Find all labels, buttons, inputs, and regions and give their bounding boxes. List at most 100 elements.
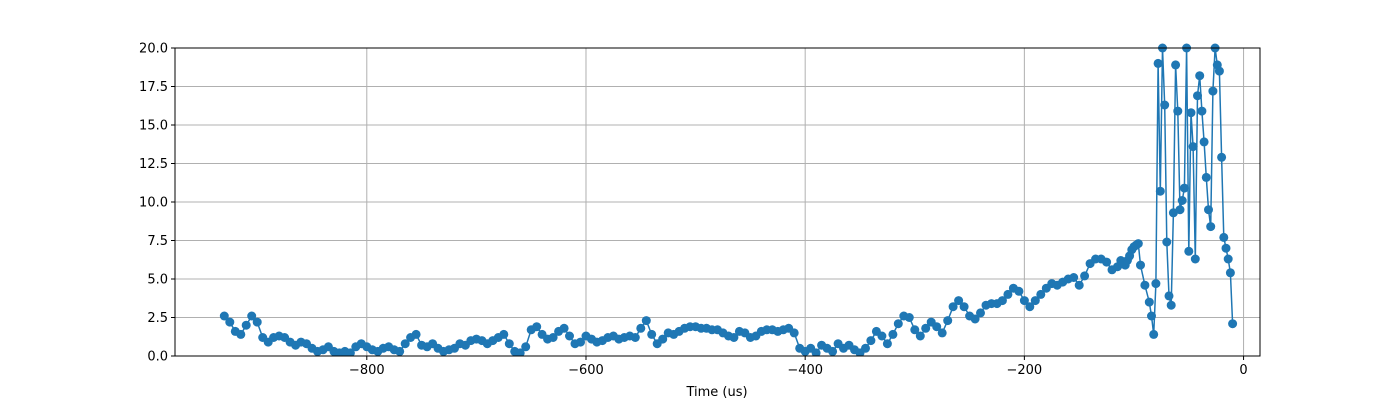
data-point xyxy=(954,296,964,306)
data-point xyxy=(1025,302,1035,312)
data-point xyxy=(345,348,355,356)
y-tick-label: 5.0 xyxy=(147,273,168,288)
x-tick-label: −400 xyxy=(787,363,823,378)
data-point xyxy=(225,317,235,327)
data-point xyxy=(1140,280,1150,290)
data-point xyxy=(219,311,229,321)
data-point xyxy=(948,302,958,312)
data-point xyxy=(630,333,640,342)
data-point xyxy=(1019,296,1029,306)
data-point xyxy=(1080,271,1090,281)
y-tick-label: 12.5 xyxy=(139,157,168,172)
data-point xyxy=(1188,142,1198,152)
data-point xyxy=(921,323,931,333)
data-point xyxy=(1219,232,1229,242)
data-point xyxy=(1014,286,1024,296)
data-point xyxy=(252,317,262,327)
y-tick-label: 20.0 xyxy=(139,42,168,57)
x-axis-ticks: −800 −600 −400 −200 0 xyxy=(349,356,1248,378)
data-point xyxy=(247,311,257,321)
data-point xyxy=(395,346,405,356)
x-tick-label: −800 xyxy=(349,363,385,378)
data-point xyxy=(1003,289,1013,299)
data-point xyxy=(1204,205,1213,215)
data-point xyxy=(1144,297,1154,307)
x-tick-label: −200 xyxy=(1007,363,1043,378)
data-point xyxy=(1223,254,1233,264)
data-point xyxy=(1151,279,1161,289)
data-point xyxy=(910,325,920,335)
data-point xyxy=(499,329,509,339)
data-point xyxy=(1217,152,1227,162)
data-point xyxy=(997,296,1007,306)
data-point xyxy=(1221,243,1231,253)
series-group xyxy=(219,43,1238,356)
data-point xyxy=(937,328,947,338)
data-point xyxy=(1153,58,1163,68)
x-axis-label: Time (us) xyxy=(685,385,747,400)
data-point xyxy=(729,333,739,342)
data-point xyxy=(411,329,421,339)
data-point xyxy=(1208,86,1218,96)
data-point xyxy=(1190,254,1200,264)
data-point xyxy=(1184,246,1194,256)
y-tick-label: 17.5 xyxy=(139,80,168,95)
y-axis-ticks: 0.0 2.5 5.0 7.5 10.0 12.5 15.0 17.5 20.0 xyxy=(139,42,175,365)
data-point xyxy=(959,302,969,312)
data-point xyxy=(1036,289,1046,299)
data-point xyxy=(548,333,558,342)
data-point xyxy=(1147,311,1156,321)
y-tick-label: 15.0 xyxy=(139,119,168,134)
data-point xyxy=(504,339,514,349)
data-point xyxy=(1171,60,1181,70)
data-point xyxy=(1102,257,1112,267)
data-point xyxy=(1225,268,1235,278)
data-point xyxy=(1030,296,1040,306)
y-tick-label: 0.0 xyxy=(147,350,168,365)
data-point xyxy=(1136,260,1145,270)
x-tick-label: −600 xyxy=(568,363,604,378)
data-point xyxy=(877,331,887,341)
data-point xyxy=(1214,66,1224,76)
y-tick-label: 10.0 xyxy=(139,196,168,211)
data-point xyxy=(658,334,668,344)
data-point xyxy=(1133,239,1143,249)
data-point xyxy=(1160,100,1170,110)
data-point xyxy=(1197,106,1207,116)
data-point xyxy=(932,322,942,332)
data-point xyxy=(882,339,892,349)
data-point xyxy=(789,328,799,338)
data-point xyxy=(1206,222,1216,232)
data-point xyxy=(565,331,574,341)
data-point xyxy=(1155,186,1165,196)
data-point xyxy=(970,314,980,324)
data-point xyxy=(641,316,651,326)
data-point xyxy=(521,342,531,352)
data-point xyxy=(1186,108,1196,118)
data-point xyxy=(976,308,985,318)
data-point xyxy=(915,331,925,341)
data-point xyxy=(1177,196,1187,205)
data-point xyxy=(1195,71,1205,81)
data-point xyxy=(1193,91,1202,101)
data-point xyxy=(1164,291,1174,301)
data-point xyxy=(811,348,821,356)
data-point xyxy=(866,336,876,346)
data-point xyxy=(576,337,585,347)
y-tick-label: 2.5 xyxy=(147,311,168,326)
data-point xyxy=(636,323,646,333)
y-tick-label: 7.5 xyxy=(147,234,168,249)
data-point xyxy=(1162,237,1172,247)
data-point xyxy=(1166,300,1176,310)
data-point xyxy=(1179,183,1189,193)
data-point xyxy=(1173,106,1183,116)
data-point xyxy=(1175,205,1185,215)
data-point xyxy=(400,339,410,349)
data-point xyxy=(1201,172,1211,182)
data-point xyxy=(893,319,903,329)
data-point xyxy=(559,323,569,333)
data-point xyxy=(828,346,838,356)
data-point xyxy=(515,348,525,356)
data-point xyxy=(1074,280,1084,290)
